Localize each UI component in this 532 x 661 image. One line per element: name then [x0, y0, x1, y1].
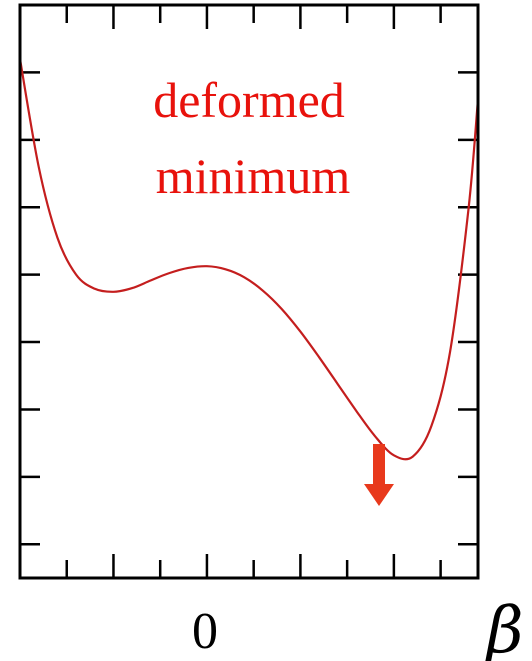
x-axis-label: β — [485, 594, 524, 661]
plot-frame — [18, 3, 480, 580]
x-tick-label-0: 0 — [192, 603, 218, 660]
annotation-line-2: minimum — [156, 148, 351, 204]
minimum-arrow-icon — [364, 444, 394, 506]
energy-curve — [18, 58, 480, 461]
annotation-line-1: deformed — [153, 72, 345, 128]
tick-marks — [20, 5, 478, 578]
